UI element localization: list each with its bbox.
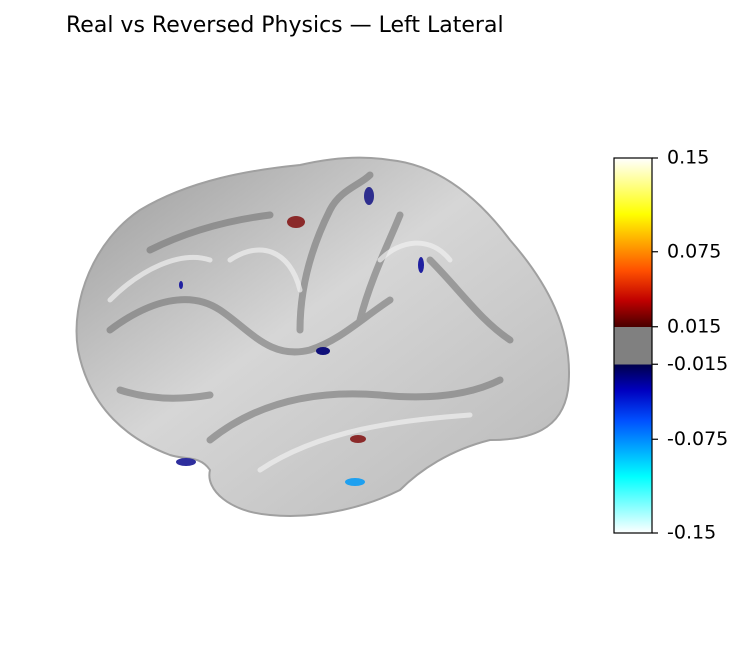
colorbar-tick-label: -0.015 <box>667 353 728 375</box>
colorbar <box>613 157 653 534</box>
colorbar-tick-label: -0.075 <box>667 428 728 450</box>
colorbar-tick-label: 0.075 <box>667 240 721 262</box>
colorbar-tick-label: -0.15 <box>667 522 716 544</box>
chart-title: Real vs Reversed Physics — Left Lateral <box>66 13 504 38</box>
brain-surface <box>75 156 570 517</box>
colorbar-tick-label: 0.15 <box>667 147 709 169</box>
colorbar-tick-label: 0.015 <box>667 315 721 337</box>
